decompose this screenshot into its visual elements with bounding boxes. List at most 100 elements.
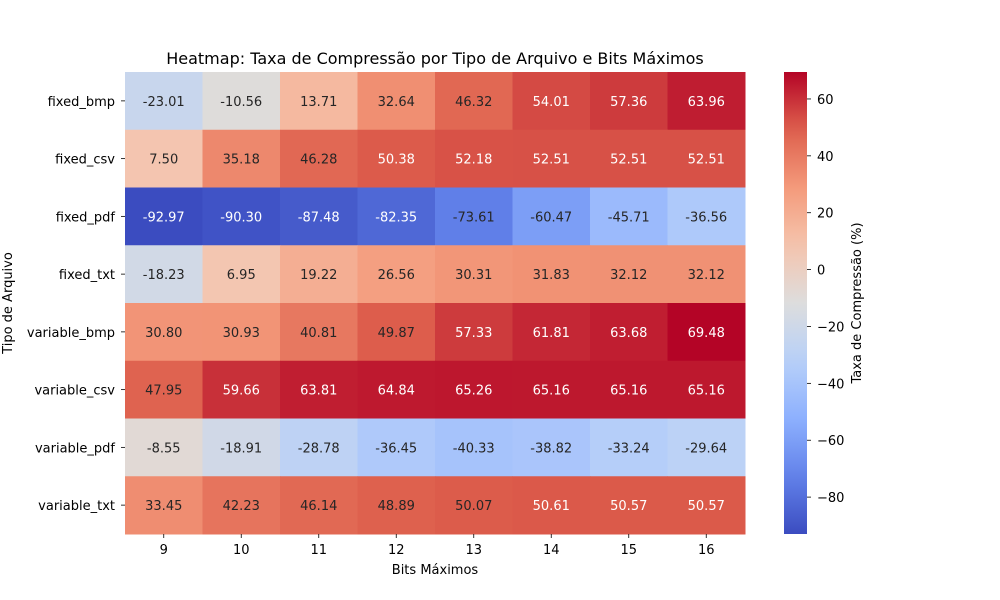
heatmap-cell	[512, 129, 591, 188]
cell-value-label: -90.30	[220, 210, 262, 225]
heatmap-cell	[280, 360, 358, 419]
cell-value-label: 19.22	[300, 268, 337, 283]
cell-value-label: 40.81	[300, 326, 337, 341]
heatmap-cell	[512, 187, 591, 246]
cell-value-label: -45.71	[608, 210, 650, 225]
cell-value-label: 50.57	[610, 499, 647, 514]
heatmap-cell	[125, 187, 203, 246]
cell-value-label: 46.14	[300, 499, 337, 514]
heatmap-cell	[280, 187, 358, 246]
colorbar-tick-label: 20	[817, 207, 834, 222]
heatmap-cell	[202, 303, 281, 362]
heatmap-cell	[125, 245, 203, 304]
cell-value-label: 30.31	[455, 268, 492, 283]
heatmap-cell	[202, 245, 281, 304]
cell-value-label: 63.68	[610, 326, 647, 341]
y-tick-label: fixed_txt	[59, 268, 115, 283]
heatmap-cell	[125, 418, 203, 477]
cell-value-label: 46.28	[300, 153, 337, 168]
heatmap-cell	[280, 476, 358, 535]
cell-value-label: -36.56	[685, 210, 727, 225]
heatmap-cell	[667, 129, 746, 188]
cell-value-label: 32.64	[378, 95, 415, 110]
heatmap-cell	[590, 245, 668, 304]
colorbar-tick-label: 40	[817, 150, 834, 165]
heatmap-cell	[435, 245, 513, 304]
heatmap-cell	[435, 476, 513, 535]
heatmap-cell	[280, 418, 358, 477]
cell-value-label: 6.95	[227, 268, 256, 283]
heatmap-cell	[202, 129, 281, 188]
heatmap-cell	[590, 476, 668, 535]
x-tick-label: 11	[310, 543, 327, 558]
heatmap-cell	[590, 418, 668, 477]
heatmap-cells: -23.01 -10.56 13.71 32.64 46.32 54.01 57.36 63.…	[125, 72, 746, 535]
cell-value-label: -28.78	[298, 441, 340, 456]
cell-value-label: 64.84	[378, 384, 415, 399]
cell-value-label: 50.07	[455, 499, 492, 514]
heatmap-cell	[280, 303, 358, 362]
heatmap-cell	[667, 476, 746, 535]
cell-value-label: -82.35	[375, 210, 417, 225]
y-tick-label: variable_csv	[34, 384, 115, 399]
heatmap-cell	[280, 72, 358, 131]
colorbar-label: Taxa de Compressão (%)	[850, 222, 865, 384]
cell-value-label: 63.81	[300, 384, 337, 399]
heatmap-cell	[435, 418, 513, 477]
y-tick-label: variable_txt	[38, 499, 115, 514]
x-tick-label: 14	[543, 543, 560, 558]
colorbar-gradient	[784, 72, 807, 534]
colorbar-tick-label: 0	[817, 264, 825, 279]
colorbar-tick-label: 60	[817, 93, 834, 108]
cell-value-label: 48.89	[378, 499, 415, 514]
heatmap-cell	[202, 187, 281, 246]
heatmap-cell	[435, 72, 513, 131]
cell-value-label: 50.38	[378, 153, 415, 168]
y-tick-label: fixed_bmp	[48, 95, 115, 110]
x-tick-label: 13	[465, 543, 482, 558]
heatmap-cell	[357, 187, 436, 246]
cell-value-label: -33.24	[608, 441, 650, 456]
cell-value-label: 65.26	[455, 384, 492, 399]
x-axis-ticks: 9 10 11 12 13 14 15 16	[160, 534, 715, 558]
heatmap-cell	[435, 303, 513, 362]
cell-value-label: 57.33	[455, 326, 492, 341]
cell-value-label: -36.45	[375, 441, 417, 456]
cell-value-label: 52.51	[533, 153, 570, 168]
heatmap-cell	[512, 476, 591, 535]
cell-value-label: 59.66	[223, 384, 260, 399]
heatmap-cell	[435, 360, 513, 419]
y-tick-label: variable_pdf	[35, 441, 115, 456]
heatmap-cell	[590, 72, 668, 131]
heatmap-cell	[202, 418, 281, 477]
cell-value-label: -92.97	[143, 210, 185, 225]
cell-value-label: 35.18	[223, 153, 260, 168]
colorbar-tick-label: −80	[817, 491, 844, 506]
cell-value-label: 32.12	[610, 268, 647, 283]
x-tick-label: 9	[160, 543, 168, 558]
y-tick-label: fixed_pdf	[56, 210, 116, 225]
cell-value-label: 52.51	[688, 153, 725, 168]
heatmap-cell	[435, 187, 513, 246]
heatmap-cell	[357, 418, 436, 477]
heatmap-cell	[667, 72, 746, 131]
cell-value-label: 54.01	[533, 95, 570, 110]
cell-value-label: -87.48	[298, 210, 340, 225]
colorbar: −80 −60 −40 −20 0 20 40 60	[784, 72, 844, 534]
y-axis-label: Tipo de Arquivo	[1, 252, 16, 355]
cell-value-label: 30.80	[145, 326, 182, 341]
cell-value-label: -40.33	[453, 441, 495, 456]
cell-value-label: 13.71	[300, 95, 337, 110]
cell-value-label: 47.95	[145, 384, 182, 399]
cell-value-label: 26.56	[378, 268, 415, 283]
heatmap-cell	[125, 360, 203, 419]
colorbar-tick-label: −20	[817, 320, 844, 335]
cell-value-label: 65.16	[533, 384, 570, 399]
heatmap-cell	[667, 245, 746, 304]
heatmap-cell	[512, 72, 591, 131]
heatmap-cell	[125, 72, 203, 131]
cell-value-label: -73.61	[453, 210, 495, 225]
heatmap-cell	[512, 418, 591, 477]
cell-value-label: 69.48	[688, 326, 725, 341]
